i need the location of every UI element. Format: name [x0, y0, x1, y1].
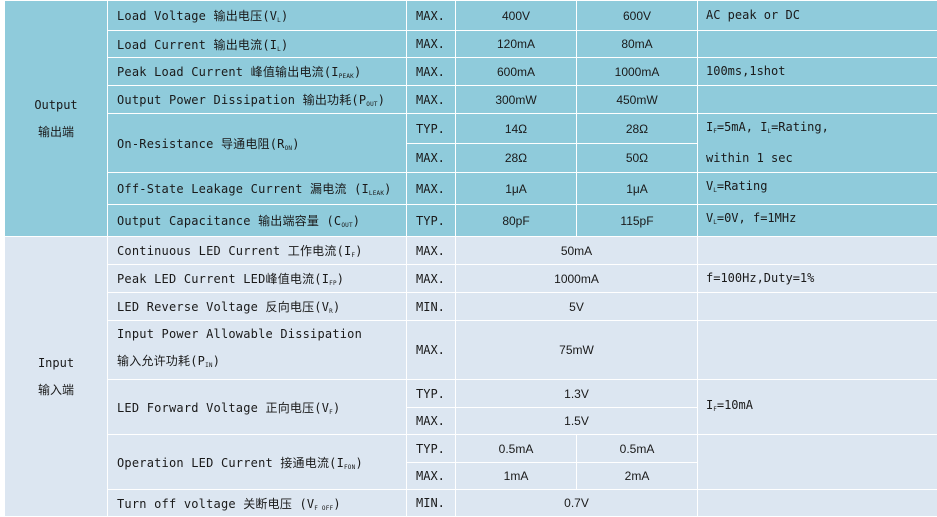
- param-name: Output Capacitance 输出端容量 (COUT): [108, 205, 407, 237]
- param-name: Continuous LED Current 工作电流(IF): [108, 237, 407, 265]
- value: 1000mA: [456, 265, 698, 293]
- value-2: 28Ω: [577, 114, 698, 144]
- param-name: Peak Load Current 峰值输出电流(IPEAK): [108, 58, 407, 86]
- value-1: 80pF: [456, 205, 577, 237]
- condition: TYP.: [407, 435, 456, 463]
- note: 100ms,1shot: [698, 58, 937, 86]
- condition: MIN.: [407, 293, 456, 321]
- table-row: Output Capacitance 输出端容量 (COUT) TYP. 80p…: [5, 205, 937, 237]
- group-label-en: Input: [5, 350, 107, 377]
- param-name: LED Reverse Voltage 反向电压(VR): [108, 293, 407, 321]
- value-1: 1μA: [456, 173, 577, 205]
- value: 75mW: [456, 321, 698, 380]
- param-name: LED Forward Voltage 正向电压(VF): [108, 380, 407, 435]
- condition: TYP.: [407, 205, 456, 237]
- value: 0.7V: [456, 490, 698, 517]
- value: 50mA: [456, 237, 698, 265]
- note: VL=Rating: [698, 173, 937, 205]
- condition: MAX.: [407, 86, 456, 114]
- table-row: Peak Load Current 峰值输出电流(IPEAK) MAX. 600…: [5, 58, 937, 86]
- condition: TYP.: [407, 380, 456, 408]
- value-1: 14Ω: [456, 114, 577, 144]
- param-name: Load Voltage 输出电压(VL): [108, 1, 407, 31]
- table-row: Off-State Leakage Current 漏电流 (ILEAK) MA…: [5, 173, 937, 205]
- condition: MAX.: [407, 144, 456, 173]
- note: IF=10mA: [698, 380, 937, 435]
- table-row: Load Current 输出电流(IL) MAX. 120mA 80mA: [5, 31, 937, 58]
- condition: MAX.: [407, 463, 456, 490]
- note: [698, 31, 937, 58]
- value: 1.5V: [456, 408, 698, 435]
- condition: MAX.: [407, 31, 456, 58]
- group-label-cn: 输入端: [5, 377, 107, 404]
- condition: MAX.: [407, 58, 456, 86]
- value-2: 0.5mA: [577, 435, 698, 463]
- condition: MAX.: [407, 237, 456, 265]
- param-name: Operation LED Current 接通电流(IFON): [108, 435, 407, 490]
- note: [698, 490, 937, 517]
- condition: MAX.: [407, 173, 456, 205]
- value-2: 115pF: [577, 205, 698, 237]
- condition: MAX.: [407, 265, 456, 293]
- value-2: 1000mA: [577, 58, 698, 86]
- param-name: Output Power Dissipation 输出功耗(POUT): [108, 86, 407, 114]
- value-1: 0.5mA: [456, 435, 577, 463]
- note: [698, 321, 937, 380]
- condition: MAX.: [407, 321, 456, 380]
- value-1: 1mA: [456, 463, 577, 490]
- value-2: 50Ω: [577, 144, 698, 173]
- condition: MAX.: [407, 408, 456, 435]
- param-name: Off-State Leakage Current 漏电流 (ILEAK): [108, 173, 407, 205]
- value: 5V: [456, 293, 698, 321]
- value-2: 80mA: [577, 31, 698, 58]
- value-1: 400V: [456, 1, 577, 31]
- value-2: 2mA: [577, 463, 698, 490]
- condition: MIN.: [407, 490, 456, 517]
- param-name: On-Resistance 导通电阻(RON): [108, 114, 407, 173]
- value-2: 450mW: [577, 86, 698, 114]
- note: AC peak or DC: [698, 1, 937, 31]
- table-row: Peak LED Current LED峰值电流(IFP) MAX. 1000m…: [5, 265, 937, 293]
- note: f=100Hz,Duty=1%: [698, 265, 937, 293]
- param-name: Peak LED Current LED峰值电流(IFP): [108, 265, 407, 293]
- value: 1.3V: [456, 380, 698, 408]
- value-1: 28Ω: [456, 144, 577, 173]
- note: [698, 237, 937, 265]
- condition: MAX.: [407, 1, 456, 31]
- table-row: Output Power Dissipation 输出功耗(POUT) MAX.…: [5, 86, 937, 114]
- value-2: 1μA: [577, 173, 698, 205]
- value-1: 120mA: [456, 31, 577, 58]
- group-label-cn: 输出端: [5, 119, 107, 146]
- value-1: 600mA: [456, 58, 577, 86]
- value-2: 600V: [577, 1, 698, 31]
- value-1: 300mW: [456, 86, 577, 114]
- note: [698, 86, 937, 114]
- note: IF=5mA, IL=Rating,within 1 sec: [698, 114, 937, 173]
- param-name: Turn off voltage 关断电压 (VF OFF): [108, 490, 407, 517]
- table-row: Turn off voltage 关断电压 (VF OFF) MIN. 0.7V: [5, 490, 937, 517]
- table-row: Operation LED Current 接通电流(IFON) TYP. 0.…: [5, 435, 937, 463]
- condition: TYP.: [407, 114, 456, 144]
- group-label-en: Output: [5, 92, 107, 119]
- table-row: LED Reverse Voltage 反向电压(VR) MIN. 5V: [5, 293, 937, 321]
- note: [698, 435, 937, 490]
- note: [698, 293, 937, 321]
- table-row: LED Forward Voltage 正向电压(VF) TYP. 1.3V I…: [5, 380, 937, 408]
- note: VL=0V, f=1MHz: [698, 205, 937, 237]
- table-row: On-Resistance 导通电阻(RON) TYP. 14Ω 28Ω IF=…: [5, 114, 937, 144]
- param-name: Load Current 输出电流(IL): [108, 31, 407, 58]
